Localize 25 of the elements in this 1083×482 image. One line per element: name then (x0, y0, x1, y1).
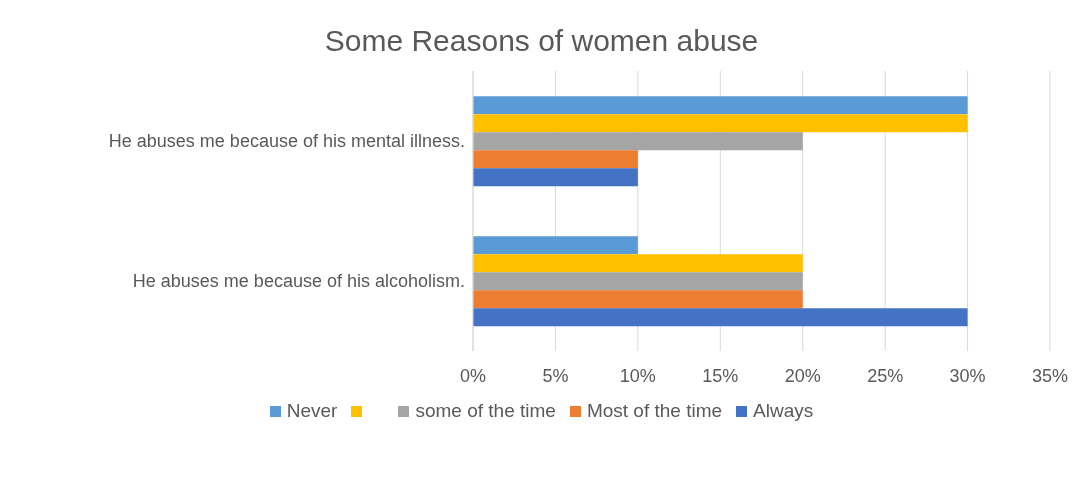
x-tick-label: 30% (949, 365, 986, 386)
legend-label: Most of the time (586, 400, 723, 422)
bar (473, 236, 638, 255)
x-tick-label: 5% (542, 365, 569, 386)
bar (473, 132, 803, 151)
bar (473, 272, 803, 291)
bar (473, 150, 638, 169)
legend-label: Always (753, 400, 814, 422)
chart-title: Some Reasons of women abuse (323, 24, 760, 58)
x-tick-label: 35% (1031, 365, 1069, 386)
x-tick-label: 10% (619, 365, 656, 386)
x-tick-label: 0% (459, 365, 487, 386)
x-tick-label: 25% (867, 365, 904, 386)
bar (473, 290, 803, 309)
bar (473, 114, 968, 133)
legend-label: some of the time (415, 400, 556, 422)
x-tick-label: 15% (702, 365, 739, 386)
y-tick-label: He abuses me because of his alcoholism. (132, 271, 465, 292)
bar (473, 308, 968, 327)
legend-label: Never (286, 400, 338, 422)
x-tick-label: 20% (784, 365, 821, 386)
bar (473, 96, 968, 115)
bar (473, 254, 803, 273)
y-tick-label: He abuses me because of his mental illness. (108, 131, 465, 152)
bar (473, 168, 638, 187)
